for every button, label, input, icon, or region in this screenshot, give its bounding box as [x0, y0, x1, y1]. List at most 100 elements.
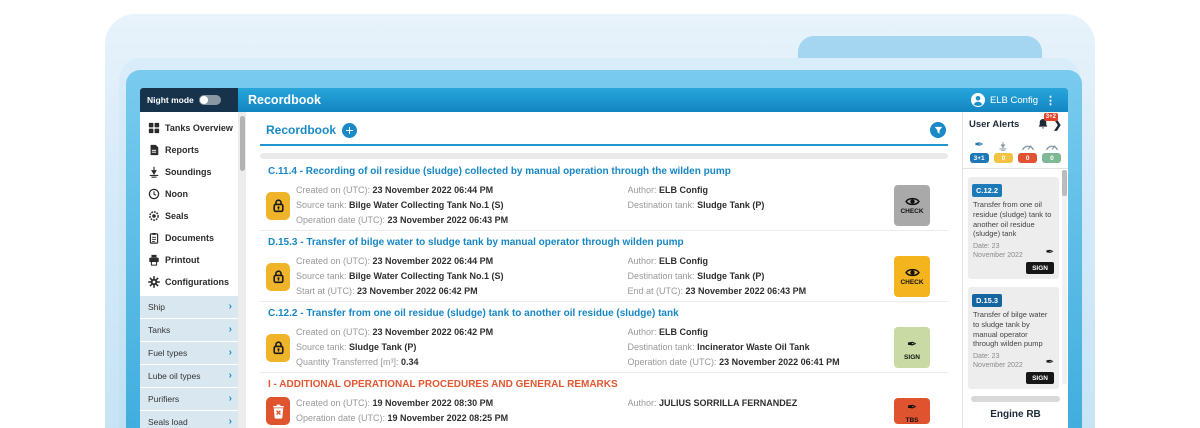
entry-field: Destination tank: Sludge Tank (P) [627, 271, 765, 281]
alerts-title: User Alerts [969, 118, 1020, 130]
entry-status-icon [266, 397, 290, 425]
sidebar-subitem-ship[interactable]: Ship › [140, 296, 238, 319]
funnel-icon [934, 126, 943, 135]
entry-field: End at (UTC): 23 November 2022 06:43 PM [627, 286, 807, 296]
sidebar-item-configurations[interactable]: Configurations [140, 271, 238, 293]
entry-field: Created on (UTC): 19 November 2022 08:30… [296, 398, 494, 408]
sign-button[interactable]: ✒ SIGN [894, 327, 930, 368]
action-label: SIGN [904, 353, 920, 361]
alert-filter-alarm[interactable]: 0 [1017, 139, 1039, 163]
sidebar-scrollbar[interactable] [238, 112, 246, 428]
noon-icon [148, 188, 160, 200]
entry-field: Start at (UTC): 23 November 2022 06:42 P… [296, 286, 478, 296]
eye-icon [904, 267, 920, 278]
entry-field: Created on (UTC): 23 November 2022 06:44… [296, 256, 494, 266]
main-content: Recordbook C.11.4 - Recording of oil res… [246, 112, 962, 428]
sidebar-item-reports[interactable]: Reports [140, 139, 238, 161]
check-button[interactable]: CHECK [894, 256, 930, 297]
eye-icon [904, 196, 920, 207]
sidebar-subitem-purifiers[interactable]: Purifiers › [140, 388, 238, 411]
sidebar-item-seals[interactable]: Seals [140, 205, 238, 227]
sidebar-subitem-seals-load[interactable]: Seals load › [140, 411, 238, 428]
sidebar-subitem-label: Ship [148, 302, 166, 312]
card-sign-button[interactable]: SIGN [1026, 372, 1054, 384]
filter-count-badge: 0 [993, 153, 1013, 163]
alert-card-c-12-2: C.12.2 Transfer from one oil residue (slu… [968, 177, 1059, 279]
sidebar-subitem-fuel-types[interactable]: Fuel types › [140, 342, 238, 365]
entry-field: Author: JULIUS SORRILLA FERNANDEZ [627, 398, 798, 408]
recordbook-entry-title[interactable]: C.11.4 - Recording of oil residue (sludg… [268, 166, 731, 177]
add-record-button[interactable] [342, 122, 358, 138]
alert-code-badge: C.12.2 [972, 184, 1003, 197]
alerts-header: User Alerts 3+2 ❯ [963, 112, 1068, 136]
recordbook-entry-card: Created on (UTC): 23 November 2022 06:44… [260, 252, 948, 302]
entry-field: Operation date (UTC): 23 November 2022 0… [296, 215, 509, 225]
alert-text: Transfer from one oil residue (sludge) t… [973, 200, 1052, 239]
section-title: Recordbook [266, 123, 337, 137]
recordbook-header: Recordbook [260, 112, 948, 146]
page-title: Recordbook [248, 93, 321, 107]
entry-field: Source tank: Sludge Tank (P) [296, 342, 417, 352]
alerts-horizontal-bar[interactable] [971, 396, 1060, 402]
card-sign-button[interactable]: SIGN [1026, 262, 1054, 274]
kebab-menu-icon[interactable]: ⋮ [1045, 94, 1056, 107]
filter-button[interactable] [930, 122, 946, 138]
sidebar-item-printout[interactable]: Printout [140, 249, 238, 271]
collapse-panel-chevron-icon[interactable]: ❯ [1052, 118, 1062, 131]
sidebar-item-tanks-overview[interactable]: Tanks Overview [140, 117, 238, 139]
alert-filters: ✒ 3+1 0 0 0 [963, 136, 1068, 169]
pen-icon: ✒ [1045, 357, 1054, 368]
recordbook-entry-title[interactable]: D.15.3 - Transfer of bilge water to slud… [268, 237, 684, 248]
sidebar-item-noon[interactable]: Noon [140, 183, 238, 205]
alert-card-d-15-3: D.15.3 Transfer of bilge water to sludge … [968, 287, 1059, 389]
entry-field: Created on (UTC): 23 November 2022 06:42… [296, 327, 494, 337]
entry-status-icon [266, 333, 290, 362]
chevron-right-icon: › [228, 301, 232, 312]
sidebar-subitem-tanks[interactable]: Tanks › [140, 319, 238, 342]
sidebar-subitem-label: Seals load [148, 417, 188, 427]
alert-filter-sign[interactable]: ✒ 3+1 [968, 139, 990, 163]
sidebar-subitem-label: Tanks [148, 325, 171, 335]
action-label: CHECK [900, 208, 924, 215]
alert-filter-soundings[interactable]: 0 [992, 139, 1014, 163]
alerts-scrollbar[interactable] [1062, 170, 1067, 384]
entry-field: Author: ELB Config [627, 256, 709, 266]
recordbook-entry-title[interactable]: C.12.2 - Transfer from one oil residue (… [268, 308, 679, 319]
sidebar-subitem-label: Purifiers [148, 394, 180, 404]
list-divider-bar [260, 153, 948, 159]
trash-x-icon [271, 404, 286, 419]
recordbook-entry-card: Created on (UTC): 23 November 2022 06:44… [260, 181, 948, 231]
entry-details: Created on (UTC): 23 November 2022 06:44… [296, 254, 888, 299]
lock-icon [271, 198, 286, 213]
check-button[interactable]: CHECK [894, 185, 930, 226]
pen-icon: ✒ [906, 400, 918, 414]
lock-icon [271, 269, 286, 284]
user-menu[interactable]: ELB Config ⋮ [970, 93, 1058, 107]
filter-count-badge: 3+1 [969, 153, 989, 163]
entry-field [628, 411, 888, 426]
bell-icon[interactable]: 3+2 [1037, 113, 1058, 130]
scrollbar-thumb[interactable] [239, 116, 245, 171]
scrollbar-thumb[interactable] [1062, 170, 1067, 196]
entry-field: Source tank: Bilge Water Collecting Tank… [296, 271, 504, 281]
sidebar-item-soundings[interactable]: Soundings [140, 161, 238, 183]
lock-icon [271, 340, 286, 355]
user-alerts-panel: User Alerts 3+2 ❯ ✒ 3+1 0 0 0 C.12.2 Transfer… [962, 112, 1068, 428]
chevron-right-icon: › [228, 393, 232, 404]
alert-date: Date: 23 November 2022 [973, 353, 1023, 370]
printout-icon [148, 254, 160, 266]
toggle-knob [199, 96, 208, 104]
entry-field: Destination tank: Sludge Tank (P) [627, 200, 765, 210]
night-mode-toggle[interactable] [198, 95, 221, 105]
chevron-right-icon: › [228, 324, 232, 335]
gauge-icon [1045, 139, 1059, 151]
entry-status-icon [266, 191, 290, 220]
sidebar-item-documents[interactable]: Documents [140, 227, 238, 249]
tanks-overview-icon [148, 122, 160, 134]
sidebar-subitem-lube-oil-types[interactable]: Lube oil types › [140, 365, 238, 388]
recordbook-entry-title[interactable]: I - ADDITIONAL OPERATIONAL PROCEDURES AN… [268, 379, 618, 390]
tbs-button[interactable]: ✒ TBS [894, 398, 930, 424]
entry-status-icon [266, 262, 290, 291]
alert-filter-status[interactable]: 0 [1041, 139, 1063, 163]
reports-icon [148, 144, 160, 156]
